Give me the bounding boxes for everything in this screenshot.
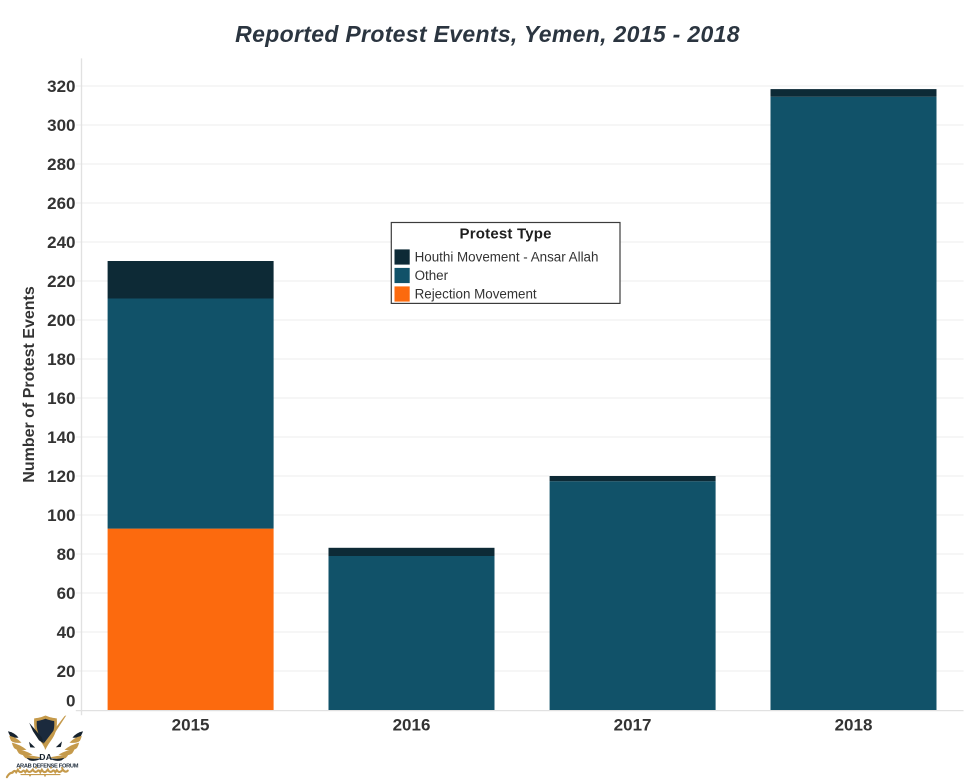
svg-text:140: 140 <box>47 428 75 447</box>
svg-text:240: 240 <box>47 233 75 252</box>
svg-text:100: 100 <box>47 506 75 525</box>
svg-text:180: 180 <box>47 350 75 369</box>
svg-text:80: 80 <box>57 545 76 564</box>
svg-text:0: 0 <box>66 691 75 710</box>
svg-text:40: 40 <box>57 623 76 642</box>
svg-text:2018: 2018 <box>835 716 873 735</box>
svg-text:200: 200 <box>47 311 75 330</box>
svg-text:Other: Other <box>415 268 449 283</box>
svg-text:20: 20 <box>57 662 76 681</box>
svg-text:ARAB DEFENSE FORUM: ARAB DEFENSE FORUM <box>16 763 78 769</box>
svg-text:160: 160 <box>47 389 75 408</box>
svg-text:260: 260 <box>47 194 75 213</box>
svg-text:2016: 2016 <box>393 716 431 735</box>
svg-text:2015: 2015 <box>172 716 210 735</box>
svg-text:2017: 2017 <box>614 716 652 735</box>
svg-text:Number of Protest Events: Number of Protest Events <box>21 286 38 483</box>
svg-text:Rejection Movement: Rejection Movement <box>415 287 537 302</box>
svg-text:120: 120 <box>47 467 75 486</box>
svg-text:280: 280 <box>47 155 75 174</box>
svg-text:Reported Protest Events, Yemen: Reported Protest Events, Yemen, 2015 - 2… <box>235 21 740 47</box>
svg-text:220: 220 <box>47 272 75 291</box>
svg-text:320: 320 <box>47 77 75 96</box>
svg-text:DA: DA <box>39 752 52 762</box>
svg-text:300: 300 <box>47 116 75 135</box>
svg-text:60: 60 <box>57 584 76 603</box>
svg-text:Houthi Movement - Ansar Allah: Houthi Movement - Ansar Allah <box>415 250 599 265</box>
svg-text:Protest Type: Protest Type <box>460 225 552 242</box>
